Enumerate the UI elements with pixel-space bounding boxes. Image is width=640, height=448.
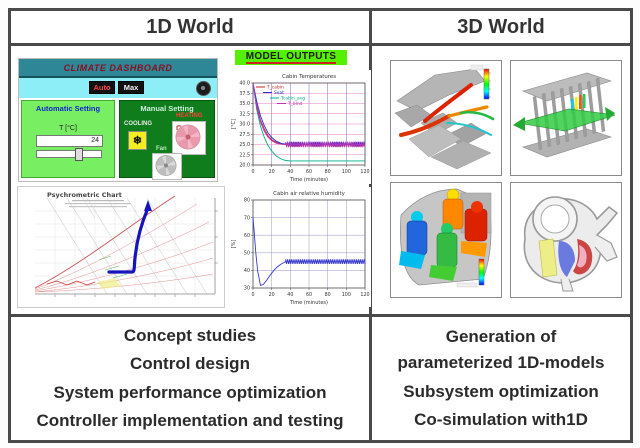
- svg-text:T_blnd: T_blnd: [287, 101, 303, 107]
- use-item: Co-simulation with1D: [414, 409, 588, 429]
- svg-text:32.5: 32.5: [239, 111, 250, 117]
- svg-text:40.0: 40.0: [239, 81, 250, 87]
- cfd-cabin-airflow-image: [390, 60, 502, 176]
- svg-text:Cabin air relative humidity: Cabin air relative humidity: [273, 191, 346, 197]
- svg-text:20.0: 20.0: [239, 163, 250, 169]
- svg-text:22.5: 22.5: [239, 152, 250, 158]
- svg-text:30.0: 30.0: [239, 122, 250, 128]
- header-1d-world: 1D World: [11, 11, 372, 46]
- model-outputs-banner: MODEL OUTPUTS: [235, 50, 347, 65]
- svg-text:80: 80: [325, 169, 331, 175]
- use-item: Controller implementation and testing: [36, 410, 344, 430]
- svg-text:100: 100: [342, 169, 351, 175]
- comparison-table: 1D World 3D World CLIMATE DASHBOARD Auto…: [8, 8, 633, 443]
- psychrometric-chart-title: Psychrometric Chart: [47, 191, 122, 199]
- cabin-humidity-chart: 0 20 40 60 80 100 120 30 40 50 60 70 80 Cabin air rel…: [229, 187, 371, 307]
- svg-text:37.5: 37.5: [239, 91, 250, 97]
- svg-text:[%]: [%]: [231, 240, 237, 249]
- svg-text:20: 20: [269, 292, 275, 298]
- cfd-hvac-unit-section-image: [510, 182, 622, 298]
- svg-text:Tcabin_avg: Tcabin_avg: [280, 96, 305, 102]
- use-item: Control design: [130, 354, 250, 374]
- use-item: Generation of parameterized 1D-models: [397, 326, 605, 373]
- colorbar-icon: [478, 258, 485, 286]
- temperature-input[interactable]: 24: [36, 135, 103, 147]
- svg-text:Seat: Seat: [274, 90, 284, 96]
- manual-setting-title: Manual Setting: [140, 104, 194, 113]
- svg-text:60: 60: [244, 233, 250, 239]
- svg-text:T_cabin: T_cabin: [266, 85, 284, 91]
- header-3d-label: 3D World: [457, 15, 545, 38]
- svg-text:25.0: 25.0: [239, 142, 250, 148]
- fan-label: Fan: [156, 146, 167, 152]
- use-item: Concept studies: [123, 325, 257, 345]
- temperature-label: T [°C]: [59, 125, 77, 132]
- svg-text:30: 30: [244, 286, 250, 292]
- svg-text:35.0: 35.0: [239, 101, 250, 107]
- svg-text:100: 100: [342, 292, 351, 298]
- content-3d-world: [372, 46, 630, 317]
- svg-text:70: 70: [244, 215, 250, 221]
- cfd-heat-exchanger-image: [510, 60, 622, 176]
- auto-button[interactable]: Auto: [89, 81, 115, 94]
- svg-text:60: 60: [306, 169, 312, 175]
- max-button[interactable]: Max: [118, 81, 144, 94]
- slider-thumb-icon[interactable]: [75, 148, 83, 161]
- svg-text:60: 60: [306, 292, 312, 298]
- svg-text:[°C]: [°C]: [231, 119, 237, 129]
- cfd-cabin-thermal-image: [390, 182, 502, 298]
- svg-text:Time (minutes): Time (minutes): [289, 300, 328, 306]
- svg-text:20: 20: [269, 169, 275, 175]
- svg-text:0: 0: [251, 169, 254, 175]
- svg-text:120: 120: [360, 292, 369, 298]
- climate-dashboard: CLIMATE DASHBOARD Auto Max Automatic Set…: [18, 58, 218, 182]
- header-3d-world: 3D World: [372, 11, 630, 46]
- use-item: Subsystem optimization: [403, 381, 599, 401]
- svg-text:120: 120: [360, 169, 369, 175]
- svg-text:40: 40: [287, 292, 293, 298]
- dashboard-title: CLIMATE DASHBOARD: [19, 59, 217, 78]
- svg-text:27.5: 27.5: [239, 132, 250, 138]
- use-item: System performance optimization: [53, 382, 327, 402]
- svg-text:50: 50: [244, 251, 250, 257]
- svg-text:80: 80: [244, 198, 250, 204]
- svg-text:0: 0: [251, 292, 254, 298]
- uses-3d-world: Generation of parameterized 1D-models Su…: [372, 317, 630, 440]
- cabin-temperatures-chart: 0 20 40 60 80 100 120 20.0 22.5 25.0 27.5 30.0 32.5 3…: [229, 70, 371, 184]
- heating-label: HEATING: [176, 113, 203, 119]
- psychrometric-chart-image: Psychrometric Chart: [17, 186, 225, 308]
- header-1d-label: 1D World: [146, 15, 234, 38]
- model-outputs-label: MODEL OUTPUTS: [245, 51, 337, 64]
- content-1d-world: CLIMATE DASHBOARD Auto Max Automatic Set…: [11, 46, 372, 317]
- heater-fan-icon[interactable]: [172, 121, 206, 155]
- uses-1d-world: Concept studies Control design System pe…: [11, 317, 372, 440]
- svg-text:Cabin Temperatures: Cabin Temperatures: [282, 74, 336, 80]
- cooling-label: COOLING: [124, 121, 152, 127]
- temperature-slider[interactable]: [36, 148, 102, 161]
- svg-text:Time (minutes): Time (minutes): [289, 177, 328, 183]
- colorbar-icon: [483, 68, 490, 100]
- automatic-setting-title: Automatic Setting: [35, 104, 101, 113]
- dashboard-toolbar: Auto Max: [19, 78, 217, 98]
- svg-text:80: 80: [325, 292, 331, 298]
- svg-text:40: 40: [244, 268, 250, 274]
- power-icon[interactable]: [196, 81, 211, 96]
- manual-setting-panel: Manual Setting COOLING ❄ HEATING: [119, 100, 215, 180]
- svg-text:40: 40: [287, 169, 293, 175]
- blower-fan-icon[interactable]: [152, 153, 182, 180]
- snowflake-icon[interactable]: ❄: [128, 131, 147, 150]
- automatic-setting-panel: Automatic Setting T [°C] 24: [21, 100, 115, 178]
